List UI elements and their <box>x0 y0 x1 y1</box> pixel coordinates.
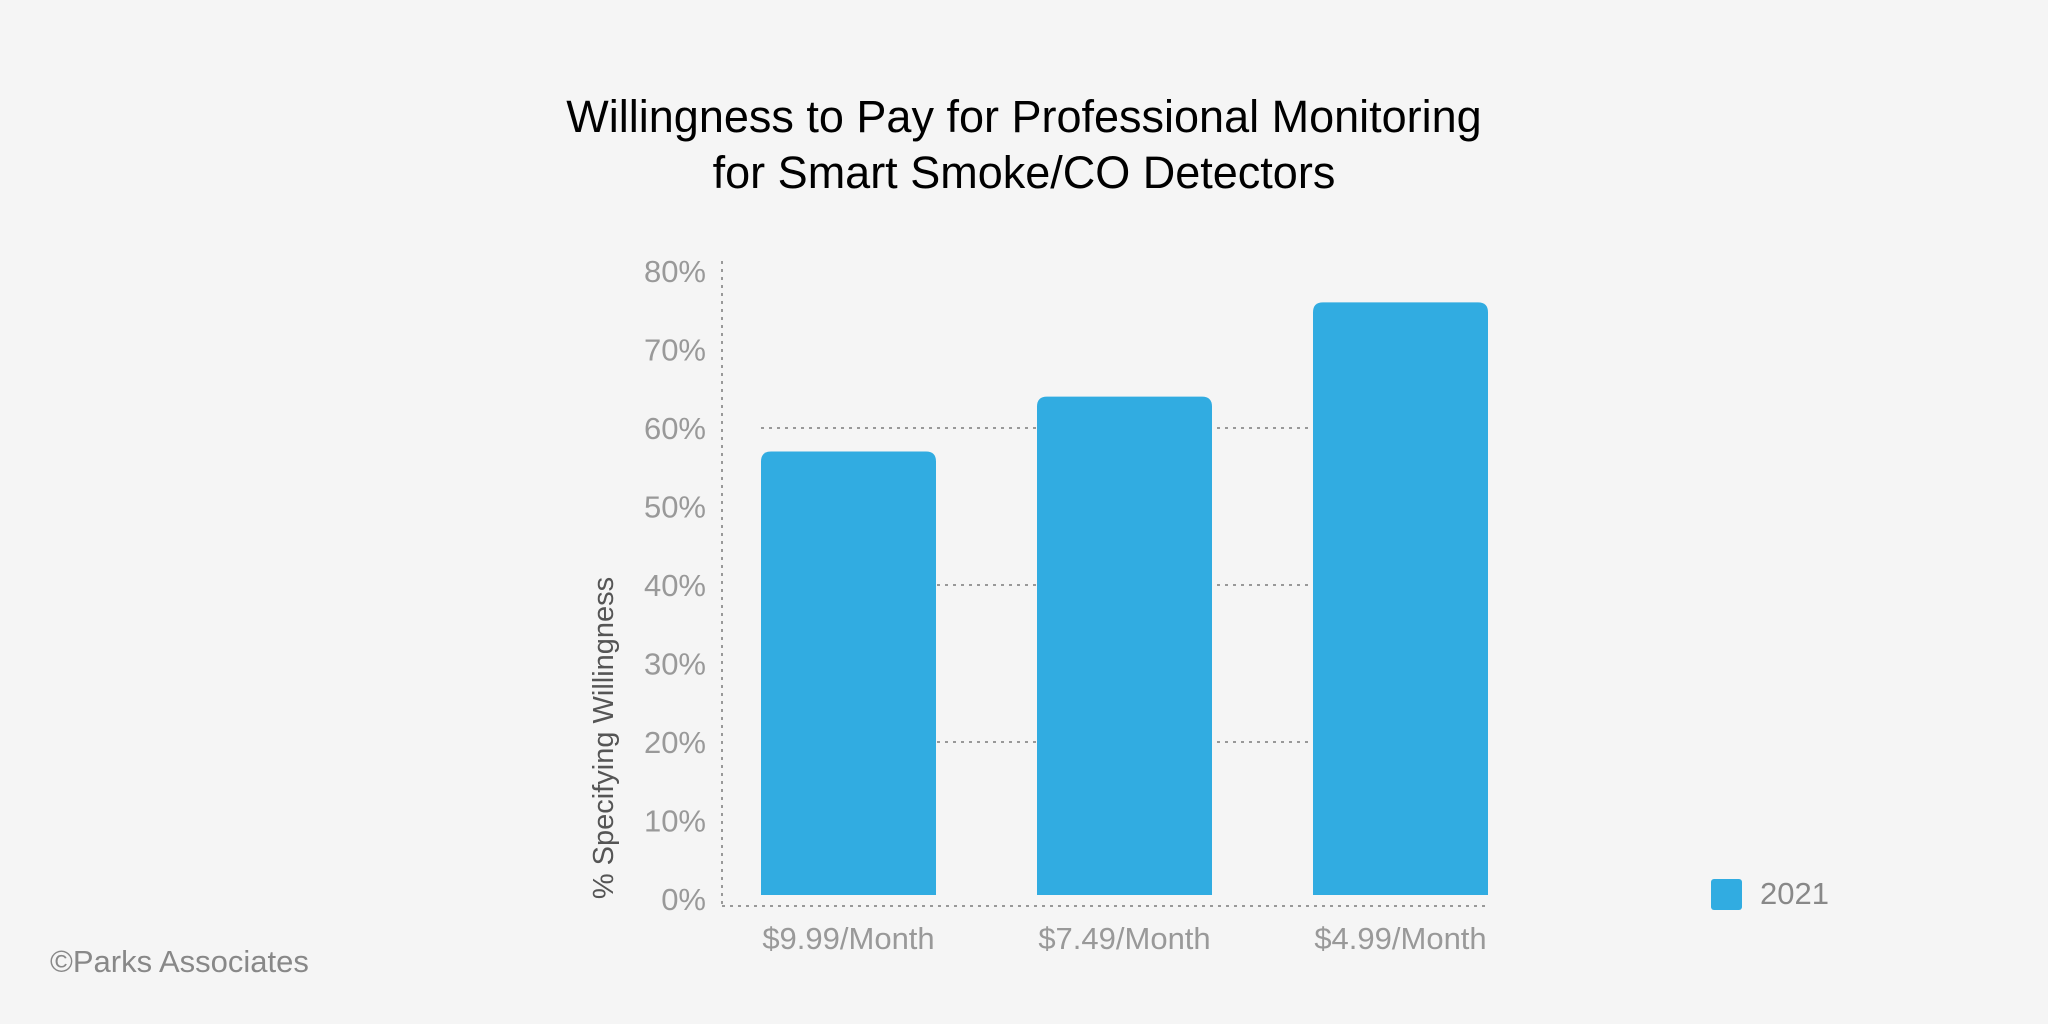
chart-title-line-1: Willingness to Pay for Professional Moni… <box>566 91 1482 142</box>
y-axis-label: % Specifying Willingness <box>588 577 620 899</box>
chart-title: Willingness to Pay for Professional Moni… <box>0 89 2048 201</box>
legend: 2021 <box>1711 876 1829 912</box>
y-tick-label: 40% <box>644 568 706 603</box>
y-tick-label: 0% <box>661 882 706 917</box>
x-category-label: $9.99/Month <box>762 921 934 956</box>
bar-1 <box>761 451 936 895</box>
x-category-label: $7.49/Month <box>1038 921 1210 956</box>
y-tick-label: 30% <box>644 647 706 682</box>
bar-3 <box>1313 302 1488 895</box>
y-tick-label: 60% <box>644 411 706 446</box>
y-tick-label: 20% <box>644 725 706 760</box>
bar-2 <box>1037 396 1212 895</box>
x-category-label: $4.99/Month <box>1314 921 1486 956</box>
y-tick-label: 70% <box>644 333 706 368</box>
y-tick-label: 50% <box>644 490 706 525</box>
copyright-text: ©Parks Associates <box>50 944 309 979</box>
chart-title-line-2: for Smart Smoke/CO Detectors <box>712 147 1336 198</box>
legend-label: 2021 <box>1760 876 1829 911</box>
legend-swatch-2021 <box>1711 878 1742 910</box>
y-tick-label: 80% <box>644 254 706 289</box>
y-tick-label: 10% <box>644 804 706 839</box>
